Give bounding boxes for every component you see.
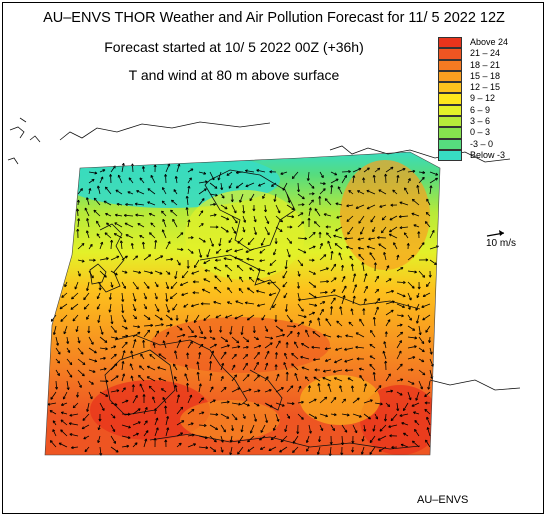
wind-scale-label: 10 m/s [486, 238, 517, 249]
legend-label: 21 – 24 [470, 48, 501, 59]
legend-label: Above 24 [470, 37, 509, 47]
legend-label: 0 – 3 [470, 127, 491, 138]
legend-label: 6 – 9 [470, 104, 491, 115]
legend-label: 18 – 21 [470, 59, 501, 70]
legend-label: 3 – 6 [470, 116, 491, 127]
legend-label: -3 – 0 [470, 138, 494, 149]
legend-swatch [438, 116, 462, 128]
wind-vectors [47, 162, 439, 457]
legend-swatch [438, 70, 462, 83]
legend-swatch [438, 149, 462, 162]
wind-scale-arrow [486, 230, 505, 237]
legend-swatch [438, 37, 462, 49]
image-frame [2, 2, 544, 514]
legend-label: 12 – 15 [470, 82, 501, 93]
legend-label: Below -3 [470, 149, 506, 160]
forecast-title: AU–ENVS THOR Weather and Air Pollution F… [43, 10, 505, 26]
forecast-start-text: Forecast started at 10/ 5 2022 00Z (+36h… [104, 39, 364, 55]
legend-swatch [438, 127, 462, 139]
legend-label: 9 – 12 [470, 93, 496, 104]
model-domain-border [44, 151, 441, 456]
field-description: T and wind at 80 m above surface [128, 67, 340, 83]
legend-swatch [438, 104, 462, 117]
legend-swatch [438, 93, 462, 105]
legend-swatch [438, 59, 462, 71]
legend-swatch [438, 82, 462, 94]
legend-swatch [438, 138, 462, 150]
credit-label: AU–ENVS [417, 494, 469, 506]
legend-label: 15 – 18 [470, 70, 501, 81]
legend-swatch [438, 48, 462, 60]
coastlines [7, 117, 521, 450]
